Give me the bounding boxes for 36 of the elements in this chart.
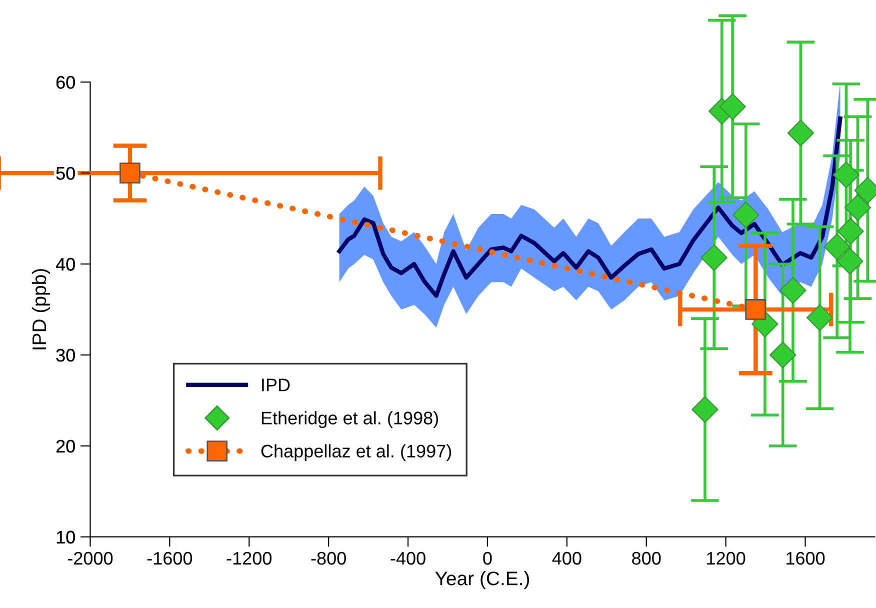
point: [806, 304, 834, 332]
point: [745, 299, 766, 320]
legend-label: Etheridge et al. (1998): [262, 411, 438, 428]
y-tick-label: 20: [56, 440, 75, 453]
x-axis-title: Year (C.E.): [435, 571, 530, 590]
y-tick-label: 30: [56, 348, 75, 362]
point: [780, 277, 806, 304]
y-tick-label: 60: [56, 76, 75, 89]
x-tick-label: 1600: [786, 552, 825, 565]
x-tick-label: 0: [483, 552, 492, 565]
line-series: [337, 116, 842, 298]
point: [837, 218, 864, 245]
y-axis-title: IPD (ppb): [32, 269, 50, 350]
y-tick-label: 40: [56, 258, 75, 271]
x-tick-label: 400: [552, 552, 582, 565]
point: [120, 162, 140, 184]
legend-label: Chappellaz et al. (1997): [261, 444, 452, 462]
x-tick-label: 1200: [707, 552, 746, 565]
x-tick-label: -400: [390, 552, 426, 565]
point: [824, 233, 850, 260]
y-tick-label: 10: [56, 530, 75, 544]
x-tick-label: -1200: [226, 552, 272, 565]
point: [692, 396, 718, 423]
point: [700, 244, 728, 271]
x-tick-label: 800: [632, 552, 661, 565]
point: [844, 194, 872, 221]
point: [832, 161, 860, 188]
point: [769, 342, 796, 368]
x-tick-label: -2000: [68, 552, 113, 565]
point: [732, 202, 760, 228]
point: [719, 93, 746, 120]
x-tick-label: -1600: [147, 552, 192, 565]
legend-label: IPD: [262, 378, 290, 392]
x-tick-label: -800: [311, 552, 346, 565]
point: [787, 120, 814, 146]
point: [836, 248, 864, 275]
